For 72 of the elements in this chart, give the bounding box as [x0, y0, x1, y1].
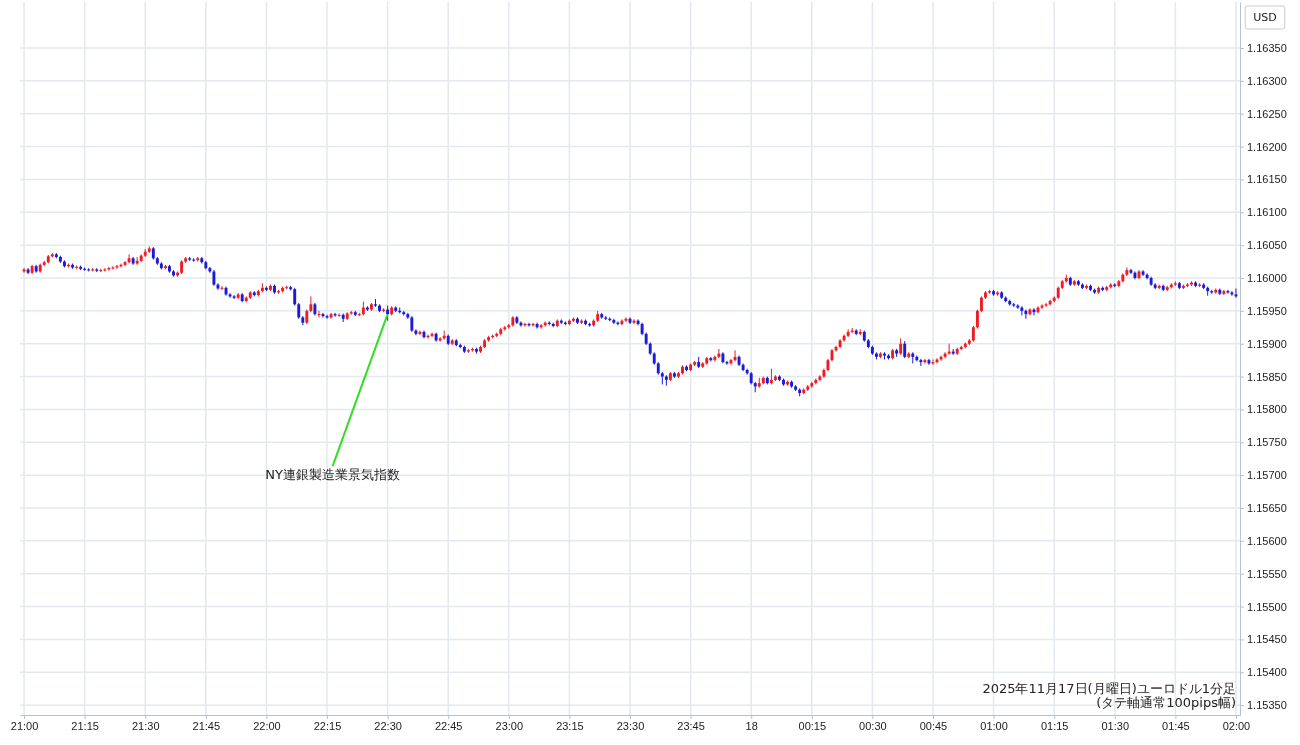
candlestick [309, 295, 313, 313]
x-tick-label: 21:30 [131, 719, 160, 732]
x-tick-label: 21:15 [71, 719, 99, 732]
candlestick [1044, 302, 1048, 308]
candlestick [228, 292, 232, 299]
y-tick-label: 1.15800 [1247, 403, 1287, 416]
candlestick [192, 257, 196, 263]
y-tick-label: 1.15450 [1247, 633, 1287, 646]
y-tick-label: 1.15400 [1247, 666, 1287, 679]
candlestick [1230, 290, 1234, 297]
y-tick-label: 1.15550 [1247, 567, 1287, 580]
y-tick-label: 1.15850 [1247, 370, 1287, 383]
candlestick [83, 266, 87, 272]
x-tick-label: 01:45 [1162, 719, 1190, 732]
x-tick-label: 23:15 [556, 719, 584, 732]
candlestick [1048, 299, 1052, 307]
y-tick-label: 1.16050 [1247, 239, 1287, 252]
candlestick [846, 328, 850, 338]
candlestick [620, 318, 624, 326]
x-tick-label: 01:15 [1040, 719, 1069, 732]
x-tick-label: 22:45 [434, 719, 463, 732]
y-tick-label: 1.15600 [1247, 534, 1287, 547]
candlestick [1020, 305, 1024, 316]
y-axis-title: USD [1253, 11, 1277, 24]
x-tick-label: 18 [745, 719, 758, 732]
y-tick-label: 1.16250 [1247, 107, 1287, 120]
x-tick-label: 23:30 [616, 719, 645, 732]
candlestick [1040, 303, 1044, 310]
candlestick [947, 343, 951, 356]
x-tick-label: 21:00 [10, 719, 39, 732]
candlestick [919, 358, 923, 367]
x-tick-label: 00:30 [859, 719, 887, 732]
candlestick [818, 374, 822, 382]
y-tick-label: 1.16200 [1247, 140, 1287, 153]
candlestick [329, 312, 333, 320]
annotation: NY連銀製造業景気指数 [265, 467, 400, 483]
candlestick [127, 253, 131, 265]
x-tick-label: 00:45 [919, 719, 948, 732]
annotation: 2025年11月17日(月曜日)ユーロドル1分足 [982, 681, 1236, 696]
x-tick-label: 00:15 [798, 719, 827, 732]
y-tick-label: 1.15350 [1247, 699, 1287, 712]
candlestick [337, 312, 341, 318]
candlestick [975, 309, 979, 330]
y-tick-label: 1.16300 [1247, 74, 1287, 87]
y-tick-label: 1.15650 [1247, 502, 1287, 515]
candlestick [717, 348, 721, 359]
y-tick-label: 1.15700 [1247, 469, 1287, 482]
y-tick-label: 1.16000 [1247, 272, 1287, 285]
candlestick [1024, 309, 1028, 320]
x-tick-label: 22:30 [374, 719, 402, 732]
y-tick-label: 1.15750 [1247, 436, 1287, 449]
x-tick-label: 21:45 [192, 719, 221, 732]
x-tick-label: 02:00 [1222, 719, 1251, 732]
y-tick-label: 1.15900 [1247, 337, 1287, 350]
x-tick-label: 01:00 [980, 719, 1008, 732]
candlestick [317, 310, 321, 318]
y-tick-label: 1.16100 [1247, 206, 1287, 219]
x-tick-label: 23:00 [495, 719, 524, 732]
candlestick [927, 358, 931, 366]
y-tick-label: 1.16150 [1247, 173, 1287, 186]
candlestick [438, 336, 442, 343]
x-tick-label: 22:00 [253, 719, 281, 732]
y-tick-label: 1.15950 [1247, 304, 1287, 317]
x-tick-label: 01:30 [1101, 719, 1130, 732]
candlestick [232, 294, 236, 300]
annotation: (タテ軸通常100pips幅) [1096, 695, 1236, 710]
y-tick-label: 1.15500 [1247, 600, 1287, 613]
x-tick-label: 23:45 [677, 719, 705, 732]
y-tick-label: 1.16350 [1247, 42, 1287, 55]
candlestick [535, 322, 539, 330]
candlestick [539, 323, 543, 330]
x-tick-label: 22:15 [313, 719, 342, 732]
